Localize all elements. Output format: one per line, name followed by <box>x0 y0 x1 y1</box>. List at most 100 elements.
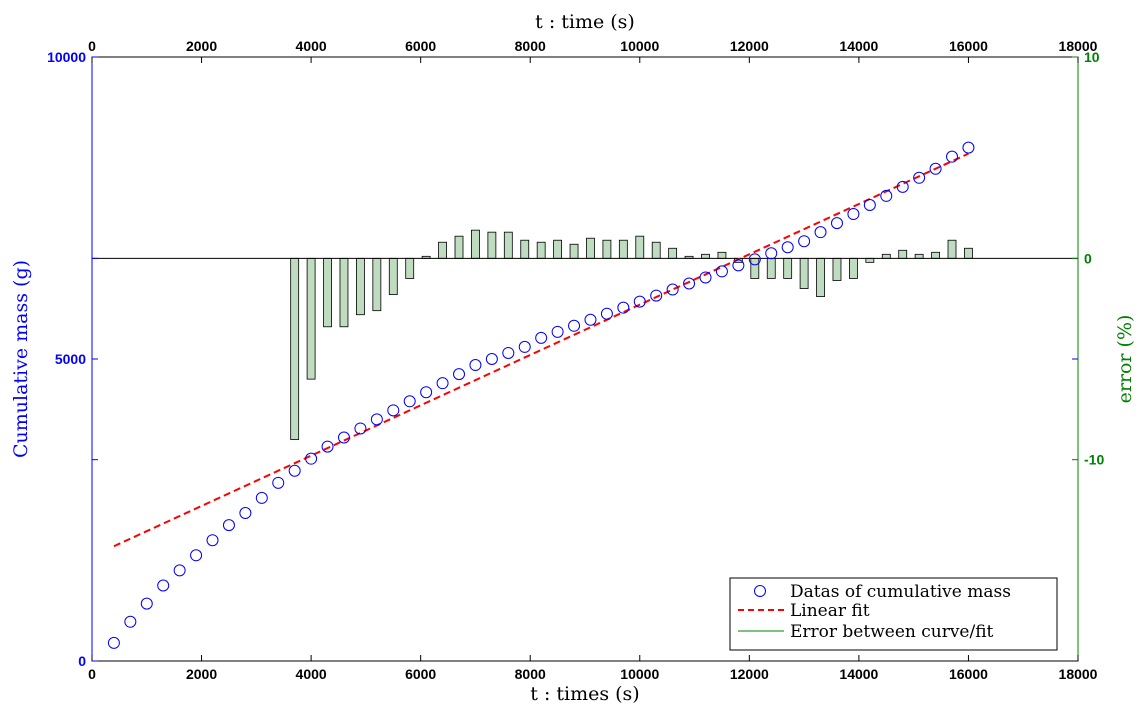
x-top-tick-label: 4000 <box>296 38 327 54</box>
x-tick-label: 14000 <box>839 666 878 682</box>
data-point <box>929 162 942 175</box>
y-right-tick-label: 0 <box>1084 250 1092 266</box>
legend-entry-fit: Linear fit <box>790 601 870 621</box>
data-point <box>830 217 843 230</box>
error-bar <box>898 249 908 259</box>
error-bar <box>569 243 579 259</box>
x-axis-top-ticks: 0 2000 4000 6000 8000 10000 12000 14000 16000 180… <box>88 38 1098 63</box>
data-point <box>354 422 367 435</box>
error-bar <box>914 253 924 259</box>
x-axis-bottom-ticks: 0 2000 4000 6000 8000 10000 12000 14000 16000 180… <box>88 655 1098 682</box>
error-bar <box>602 239 612 259</box>
data-point <box>847 208 860 221</box>
error-bar <box>356 257 365 316</box>
x-tick-label: 0 <box>88 666 96 682</box>
error-bar <box>306 257 316 380</box>
data-point <box>321 440 334 453</box>
data-point <box>502 346 515 359</box>
error-bar <box>635 235 645 259</box>
error-bar <box>701 253 710 259</box>
x-top-tick-label: 0 <box>88 38 96 54</box>
error-bar <box>849 257 858 279</box>
data-point <box>157 579 170 592</box>
legend: Datas of cumulative mass Linear fit Erro… <box>729 577 1058 651</box>
error-bar <box>766 257 776 279</box>
x-axis-bottom-title: t : times (s) <box>530 683 639 705</box>
x-tick-label: 2000 <box>186 666 217 682</box>
error-bar <box>881 253 891 259</box>
data-point <box>650 289 663 302</box>
data-point <box>485 353 498 365</box>
x-tick-label: 8000 <box>515 666 546 682</box>
data-point <box>781 241 794 254</box>
data-point <box>107 636 120 649</box>
data-point <box>633 295 646 308</box>
y-left-tick-label: 10000 <box>47 49 86 65</box>
data-point <box>436 377 449 390</box>
legend-box <box>729 577 1058 651</box>
x-tick-label: 10000 <box>620 666 659 682</box>
error-bar <box>750 257 760 279</box>
data-point <box>962 141 975 154</box>
error-bar <box>931 251 940 259</box>
error-bar <box>405 257 415 279</box>
data-point <box>666 283 679 296</box>
x-top-tick-label: 6000 <box>405 38 436 54</box>
error-bar <box>438 241 447 259</box>
x-tick-label: 18000 <box>1059 666 1098 682</box>
error-bar <box>536 241 546 259</box>
data-point <box>518 340 531 353</box>
data-point <box>288 464 301 477</box>
error-bar <box>717 251 727 259</box>
legend-marker-scatter <box>754 585 766 597</box>
y-right-tick-label: 10 <box>1084 49 1100 65</box>
data-point <box>255 491 268 504</box>
data-point <box>453 368 466 381</box>
data-point <box>124 615 137 628</box>
data-point <box>190 549 203 562</box>
data-point <box>206 534 219 547</box>
error-bar <box>783 257 793 279</box>
error-bar <box>290 257 300 440</box>
legend-entry-error: Error between curve/fit <box>790 622 994 642</box>
y-axis-left-title: Cumulative mass (g) <box>10 260 32 458</box>
error-bar <box>339 257 349 328</box>
x-top-tick-label: 12000 <box>730 38 769 54</box>
error-bar <box>832 257 842 281</box>
error-bar <box>668 247 678 259</box>
plot-area <box>91 56 1079 662</box>
x-top-tick-label: 16000 <box>949 38 988 54</box>
x-axis-top-title: t : time (s) <box>535 11 635 33</box>
data-point <box>896 180 909 193</box>
error-bar <box>553 239 563 259</box>
data-point <box>568 319 581 332</box>
error-bars <box>290 229 973 440</box>
data-point <box>370 413 383 426</box>
data-point <box>748 253 761 266</box>
error-bar <box>471 229 480 259</box>
error-bar <box>865 257 875 263</box>
data-point <box>699 271 712 284</box>
y-left-tick-label: 0 <box>78 653 86 669</box>
data-point <box>798 235 811 248</box>
error-bar <box>816 257 825 297</box>
data-point <box>239 507 252 520</box>
x-tick-label: 4000 <box>296 666 327 682</box>
y-axis-right-title: error (%) <box>1114 315 1136 404</box>
data-point <box>814 226 827 239</box>
data-point <box>732 259 745 272</box>
x-tick-label: 16000 <box>949 666 988 682</box>
data-point <box>337 431 350 444</box>
linear-fit-line <box>113 152 969 548</box>
x-top-tick-label: 18000 <box>1059 38 1098 54</box>
data-point <box>420 386 433 399</box>
cumulative-mass-series <box>107 141 975 649</box>
data-point <box>765 247 778 260</box>
error-bar <box>799 257 809 289</box>
x-top-tick-label: 14000 <box>839 38 878 54</box>
data-point <box>403 395 416 408</box>
error-bar <box>323 257 332 328</box>
data-point <box>913 171 926 184</box>
